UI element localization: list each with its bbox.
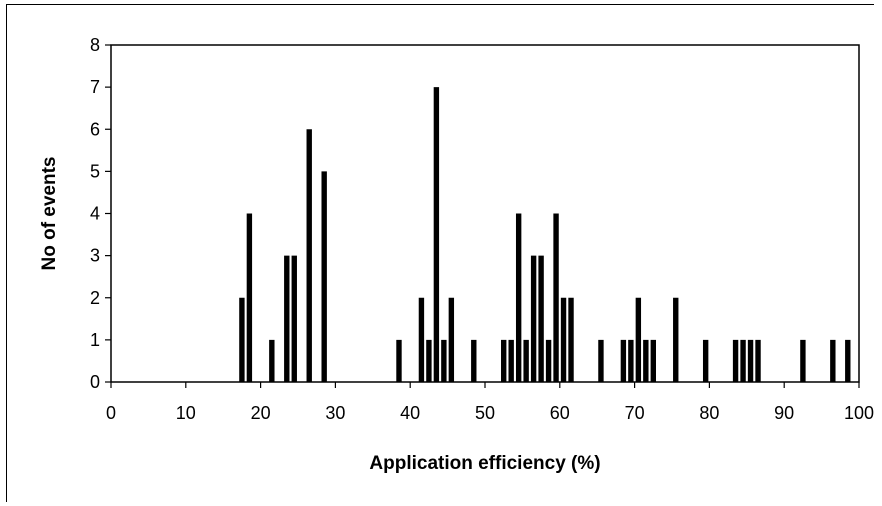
x-axis: 0 10 20 30 40 50 60 70 80 90 100 [106, 382, 874, 423]
bar-59 [553, 213, 559, 382]
y-tick-label-1: 1 [90, 330, 100, 350]
bar-79 [702, 339, 709, 383]
x-tick-label-100: 100 [844, 403, 874, 423]
bar-18 [246, 213, 253, 382]
x-tick-label-70: 70 [625, 403, 645, 423]
bar-23 [284, 255, 290, 383]
bar-69 [628, 339, 634, 383]
bar-48 [471, 339, 477, 383]
bar-96 [830, 339, 836, 383]
y-tick-label-5: 5 [90, 161, 100, 181]
y-tick-label-3: 3 [90, 246, 100, 266]
y-tick-label-4: 4 [90, 204, 100, 224]
plot-area-border [110, 44, 860, 383]
bar-38 [396, 339, 402, 383]
bar-54 [515, 213, 522, 382]
bar-53 [508, 339, 514, 383]
bar-55 [523, 339, 529, 383]
bar-44 [441, 339, 447, 383]
bar-60 [560, 297, 567, 382]
x-tick-label-30: 30 [325, 403, 345, 423]
y-axis: 0 1 2 3 4 5 6 7 8 [90, 35, 111, 392]
bar-68 [620, 339, 627, 383]
bar-52 [501, 339, 507, 383]
bar-86 [755, 339, 761, 383]
bar-83 [732, 339, 739, 383]
x-tick-label-60: 60 [550, 403, 570, 423]
bar-17 [239, 297, 245, 382]
bar-71 [643, 339, 649, 383]
bar-65 [598, 339, 604, 383]
x-tick-label-20: 20 [251, 403, 271, 423]
bar-21 [269, 339, 275, 383]
bar-85 [747, 339, 754, 383]
bar-42 [426, 339, 432, 383]
x-tick-label-80: 80 [699, 403, 719, 423]
bar-41 [418, 297, 425, 382]
y-tick-label-8: 8 [90, 35, 100, 55]
x-tick-label-90: 90 [774, 403, 794, 423]
bar-28 [321, 171, 327, 383]
bar-45 [448, 297, 455, 382]
bars-group [239, 87, 851, 383]
bar-57 [538, 255, 544, 383]
bar-75 [673, 297, 679, 382]
chart-frame [6, 4, 874, 502]
x-tick-label-0: 0 [106, 403, 116, 423]
x-tick-label-10: 10 [176, 403, 196, 423]
bar-70 [635, 297, 642, 382]
bar-92 [800, 339, 806, 383]
x-axis-title: Application efficiency (%) [369, 453, 600, 474]
bar-98 [845, 339, 851, 383]
y-tick-label-7: 7 [90, 77, 100, 97]
y-tick-label-0: 0 [90, 372, 100, 392]
bar-84 [740, 339, 746, 383]
y-tick-label-2: 2 [90, 288, 100, 308]
bar-43 [433, 87, 440, 383]
y-axis-title: No of events [39, 156, 60, 270]
bar-72 [650, 339, 656, 383]
bar-61 [568, 297, 574, 382]
bar-26 [306, 129, 312, 382]
y-tick-label-6: 6 [90, 119, 100, 139]
x-tick-label-50: 50 [475, 403, 495, 423]
bar-56 [530, 255, 537, 383]
bar-24 [291, 255, 297, 383]
x-tick-label-40: 40 [400, 403, 420, 423]
bar-58 [545, 339, 552, 383]
